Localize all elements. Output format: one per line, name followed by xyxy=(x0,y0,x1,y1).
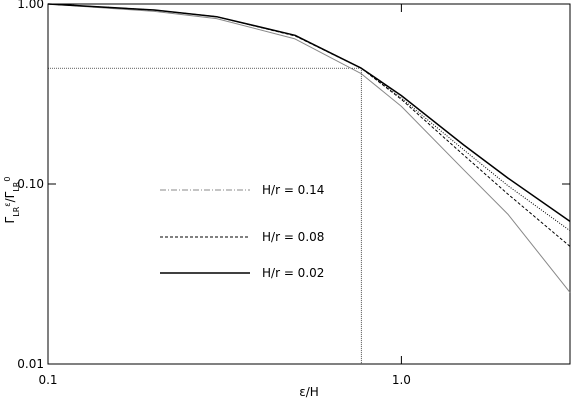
x-axis-label: ε/H xyxy=(299,385,319,399)
y-label-part: /Γ xyxy=(3,191,17,202)
y-label-part: 0 xyxy=(3,177,12,182)
series-line xyxy=(47,3,571,247)
legend-label: H/r = 0.08 xyxy=(262,230,324,244)
x-tick-label: 0.1 xyxy=(38,373,57,387)
y-axis-label: ΓLRε/ΓLR0 xyxy=(3,177,21,224)
x-tick-label: 1.0 xyxy=(392,373,411,387)
y-label-part: ε xyxy=(3,202,12,206)
legend-label: H/r = 0.14 xyxy=(262,183,324,197)
y-tick-label: 0.10 xyxy=(17,177,44,191)
y-tick-label: 1.00 xyxy=(17,0,44,11)
y-label-part: LR xyxy=(12,181,21,191)
series-line xyxy=(47,3,571,293)
y-label-part: LR xyxy=(12,206,21,216)
legend-label: H/r = 0.02 xyxy=(262,266,324,280)
y-label-part: Γ xyxy=(3,216,17,223)
series-line xyxy=(47,3,571,223)
y-tick-label: 0.01 xyxy=(17,357,44,371)
